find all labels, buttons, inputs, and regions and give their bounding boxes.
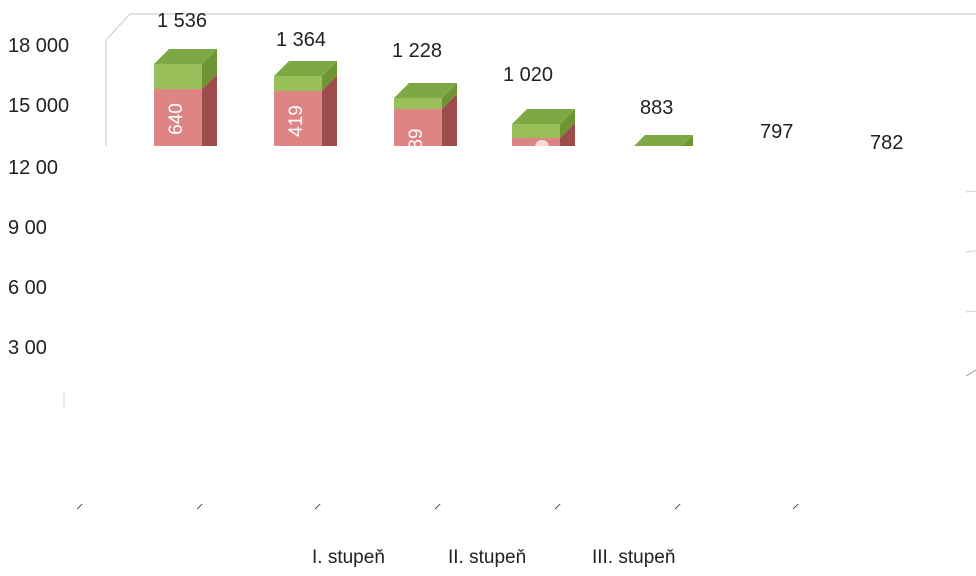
bar-segment-red: [512, 138, 560, 146]
legend-entry: III. stupeň: [592, 547, 675, 568]
right-wall-tick: [965, 310, 976, 313]
right-wall-tick: [965, 369, 976, 377]
bar-side-green: [442, 83, 457, 109]
bar-segment-red: [630, 180, 678, 380]
bar-segment-green: [154, 64, 202, 89]
legend-entry: II. stupeň: [448, 547, 526, 568]
bar-side-red: [442, 94, 457, 146]
data-labels: 1 536 1 364 1 228 1 020 883 797 782: [157, 10, 903, 154]
right-wall-tick: [965, 250, 976, 253]
bar-side-green: [202, 49, 217, 89]
bar-top-face: [274, 61, 337, 76]
total-data-label: 782: [870, 132, 903, 154]
bar-side-green: [322, 61, 337, 91]
chart-frame: [63, 13, 976, 408]
x-category-marker: ⸝: [196, 494, 204, 512]
total-data-label: 1 020: [503, 64, 553, 86]
bar-segment-label: 419: [286, 105, 307, 137]
total-data-label: 797: [760, 121, 793, 143]
total-data-label: 1 364: [276, 29, 326, 51]
x-category-marker: ⸝: [76, 494, 84, 512]
x-category-marker: ⸝: [314, 494, 322, 512]
bar-top-face: [634, 135, 693, 146]
back-wall-edge: [105, 13, 976, 41]
x-category-marker: ⸝: [792, 494, 800, 512]
y-tick-label: 15 000: [8, 95, 69, 117]
bar-top-face: [394, 83, 457, 98]
x-category-marker: ⸝: [554, 494, 562, 512]
y-tick-label: 6 00: [8, 277, 47, 299]
bar-segment-label-obscured: [535, 140, 549, 146]
legend: I. stupeň II. stupeň III. stupeň: [312, 547, 675, 568]
bar-segment-green: [630, 150, 678, 180]
bar-segment-label: 89: [406, 128, 427, 149]
y-tick-label: 3 00: [8, 337, 47, 359]
bar-side-red: [322, 76, 337, 146]
bar-segment-green: [512, 124, 560, 138]
legend-entry: I. stupeň: [312, 547, 385, 568]
x-category-marker: ⸝: [674, 494, 682, 512]
bar-segment-green: [394, 98, 442, 109]
right-wall-tick: [965, 190, 976, 193]
x-category-marker: ⸝: [434, 494, 442, 512]
bar-top-face: [154, 49, 217, 64]
bars: 640 419 89: [154, 49, 693, 380]
total-data-label: 1 228: [392, 40, 442, 62]
bar-segment-label: 640: [166, 103, 187, 135]
bar-side-red: [560, 123, 575, 146]
x-axis: ⸝ ⸝ ⸝ ⸝ ⸝ ⸝ ⸝: [76, 494, 800, 512]
y-axis: 18 000 15 000 12 00 9 00 6 00 3 00: [8, 35, 69, 359]
bar-segment-red: [394, 109, 442, 146]
bar-segment-red: [274, 91, 322, 146]
bar-top-face: [512, 109, 575, 124]
bar-segment-red: [154, 89, 202, 146]
total-data-label: 1 536: [157, 10, 207, 32]
y-tick-label: 18 000: [8, 35, 69, 57]
total-data-label: 883: [640, 97, 673, 119]
bar-side-red: [202, 74, 217, 146]
bar-side-green: [560, 109, 575, 138]
bar-side-red: [678, 165, 693, 380]
y-tick-label: 12 00: [8, 157, 58, 179]
y-tick-label: 9 00: [8, 217, 47, 239]
bar-segment-green: [274, 76, 322, 91]
